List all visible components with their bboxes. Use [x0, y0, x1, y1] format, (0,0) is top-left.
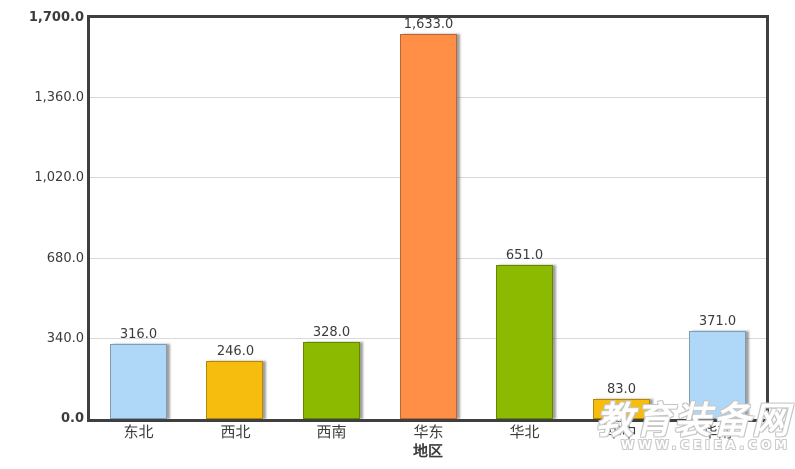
bar-column-6[interactable]: [593, 399, 650, 419]
x-category-label: 华北: [509, 423, 540, 441]
bar-value-label: 316.0: [119, 327, 158, 342]
x-category-label: 东北: [123, 423, 154, 441]
bar-column-4[interactable]: [400, 34, 457, 419]
x-category-label: 西北: [220, 423, 251, 441]
y-tick-label: 1,020.0: [34, 170, 84, 185]
x-axis-categories: 东北 西北 西南 华东 华北 华中 华南: [90, 421, 766, 441]
x-axis-title: 地区: [412, 442, 443, 460]
y-tick-label: 1,700.0: [28, 10, 84, 25]
bar-value-label: 371.0: [698, 314, 737, 329]
bar-value-label: 651.0: [505, 248, 544, 263]
y-tick-label: 340.0: [46, 331, 84, 346]
bar-column-3[interactable]: [303, 342, 360, 419]
bar-column-7[interactable]: [689, 331, 746, 419]
x-category-label: 华南: [702, 423, 733, 441]
bar-column-2[interactable]: [206, 361, 263, 419]
bar-value-label: 246.0: [216, 344, 255, 359]
x-category-label: 西南: [316, 423, 347, 441]
bar-value-label: 83.0: [607, 382, 636, 397]
bar-column-1[interactable]: [110, 344, 167, 419]
x-category-label: 华中: [606, 423, 637, 441]
y-tick-label: 0.0: [60, 411, 84, 426]
bar-column-5[interactable]: [496, 265, 553, 419]
plot-area: 316.0 246.0 328.0 1,633.0 651.0 83.0 371.0: [87, 15, 769, 422]
bar-value-label: 328.0: [312, 325, 351, 340]
y-tick-label: 1,360.0: [34, 90, 84, 105]
y-tick-label: 680.0: [46, 251, 84, 266]
bar-value-label: 1,633.0: [403, 17, 454, 32]
y-axis: 0.0 340.0 680.0 1,020.0 1,360.0 1,700.0: [0, 0, 84, 469]
x-category-label: 华东: [413, 423, 444, 441]
